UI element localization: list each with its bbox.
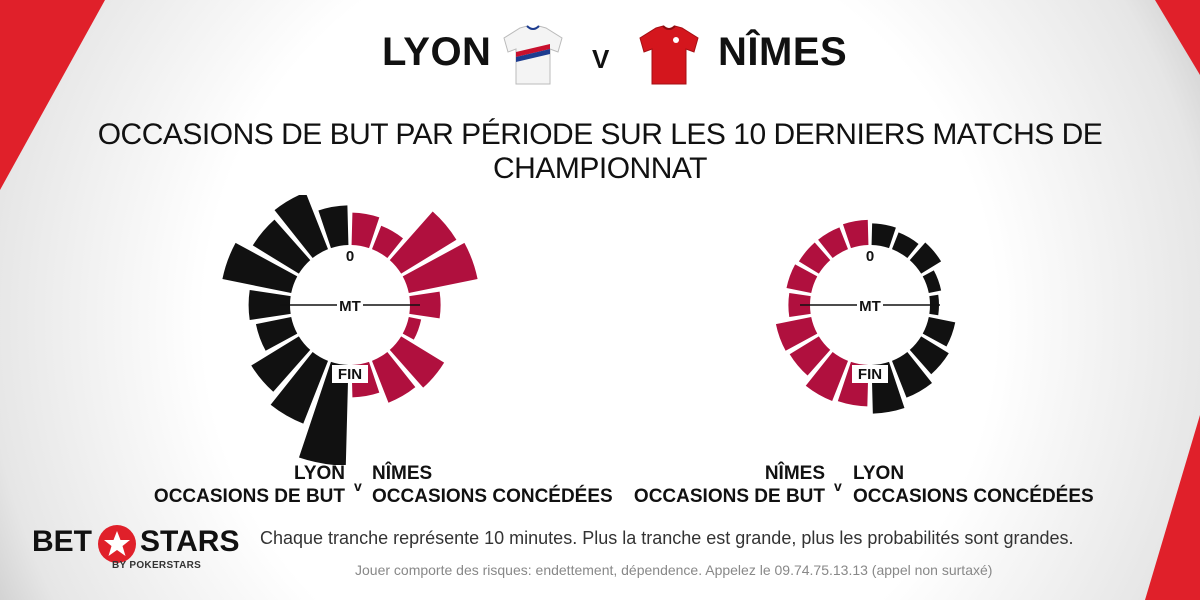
betstars-logo: BET STARS BY POKERSTARS	[32, 525, 239, 585]
marker-halftime-bg	[857, 297, 883, 315]
bar-right-40-50	[409, 291, 441, 319]
marker-halftime: MT	[859, 298, 881, 315]
bar-left-40-50	[248, 290, 291, 320]
legend-label: OCCASIONS DE BUT	[153, 486, 345, 507]
bar-right-30-40	[402, 242, 478, 294]
bar-left-50-60	[255, 316, 298, 351]
bar-right-10-20	[371, 225, 404, 259]
legend-right-1: NÎMES OCCASIONS CONCÉDÉES	[372, 462, 632, 508]
marker-halftime-bg	[337, 297, 363, 315]
bar-left-0-10	[318, 205, 349, 249]
bar-right-70-80	[891, 351, 933, 398]
chart-subtitle: OCCASIONS DE BUT PAR PÉRIODE SUR LES 10 …	[97, 118, 1103, 185]
bar-left-60-70	[251, 336, 311, 392]
bar-right-60-70	[389, 336, 445, 388]
bar-right-30-40	[922, 270, 942, 294]
legend-left-2: NÎMES OCCASIONS DE BUT	[580, 462, 825, 508]
bar-left-10-20	[274, 195, 329, 259]
marker-end: FIN	[338, 366, 362, 383]
footnote: Chaque tranche représente 10 minutes. Pl…	[260, 528, 1074, 548]
bar-right-20-30	[909, 242, 942, 274]
logo-subtitle: BY POKERSTARS	[112, 560, 202, 571]
bar-right-50-60	[402, 316, 422, 340]
bar-left-0-10	[842, 219, 869, 249]
bar-left-70-80	[805, 351, 849, 402]
away-team-name: NÎMES	[718, 30, 848, 74]
legend-label: OCCASIONS CONCÉDÉES	[853, 486, 1094, 507]
bar-left-60-70	[789, 336, 831, 376]
bar-right-0-10	[871, 223, 896, 249]
logo-stars: STARS	[140, 525, 240, 558]
home-team-name: LYON	[382, 30, 492, 74]
legend-v-2: v	[834, 478, 842, 494]
versus-label: V	[592, 44, 610, 74]
marker-end-bg	[852, 365, 888, 383]
bar-right-10-20	[891, 232, 919, 259]
bar-right-20-30	[389, 211, 457, 274]
legend-team: LYON	[853, 463, 905, 484]
marker-halftime: MT	[339, 298, 361, 315]
corner-stripe-bottom-right	[1145, 415, 1200, 600]
marker-start: 0	[346, 248, 354, 265]
legend-right-2: LYON OCCASIONS CONCÉDÉES	[853, 462, 1113, 508]
logo-bet: BET	[32, 525, 92, 558]
marker-end: FIN	[858, 366, 882, 383]
bar-left-30-40	[222, 242, 298, 294]
legend-team: NÎMES	[764, 463, 825, 484]
radial-chart-nimes: 0 MT FIN	[775, 219, 956, 414]
legend-label: OCCASIONS CONCÉDÉES	[372, 486, 613, 507]
bar-left-20-30	[798, 242, 831, 274]
bar-left-40-50	[788, 292, 811, 318]
bar-left-50-60	[775, 316, 818, 351]
disclaimer: Jouer comporte des risques: endettement,…	[355, 562, 993, 578]
home-shirt-icon	[503, 25, 563, 85]
bar-right-50-60	[922, 316, 956, 347]
bar-left-10-20	[818, 227, 849, 259]
away-shirt-icon	[639, 25, 699, 85]
corner-stripe-top-right	[1155, 0, 1200, 75]
marker-end-bg	[332, 365, 368, 383]
legend-label: OCCASIONS DE BUT	[633, 486, 825, 507]
marker-start: 0	[866, 248, 874, 265]
legend-team: LYON	[293, 463, 345, 484]
bar-left-70-80	[270, 351, 329, 424]
legend-v-1: v	[354, 478, 362, 494]
bar-left-30-40	[786, 264, 818, 294]
bar-left-20-30	[252, 219, 311, 274]
legend-left-1: LYON OCCASIONS DE BUT	[100, 462, 345, 508]
bar-right-0-10	[351, 212, 380, 249]
corner-stripe-top-left	[0, 0, 105, 190]
radial-chart-lyon: 0 MT FIN	[222, 195, 478, 465]
legend-team: NÎMES	[372, 463, 433, 484]
bar-left-80-90	[298, 361, 349, 465]
bar-right-70-80	[371, 351, 416, 403]
bar-right-60-70	[909, 336, 949, 375]
star-icon	[98, 525, 136, 563]
